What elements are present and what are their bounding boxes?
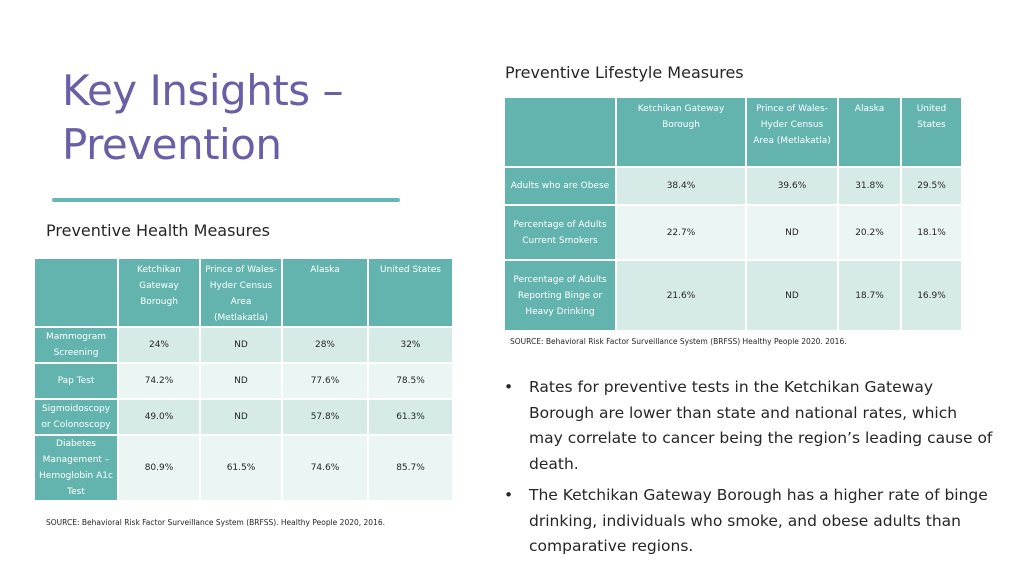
table-cell: 39.6% bbox=[745, 166, 839, 206]
page-title: Key Insights – Prevention bbox=[62, 66, 344, 169]
table-cell: 18.1% bbox=[900, 204, 963, 261]
column-header: Alaska bbox=[837, 96, 902, 168]
table-row: Pap Test 74.2% ND 77.6% 78.5% bbox=[33, 362, 454, 400]
row-header: Percentage of Adults Current Smokers bbox=[503, 204, 617, 261]
source-note: SOURCE: Behavioral Risk Factor Surveilla… bbox=[510, 337, 847, 346]
table-cell: 24% bbox=[117, 326, 201, 364]
table-cell: ND bbox=[745, 204, 839, 261]
row-header: Mammogram Screening bbox=[33, 326, 119, 364]
source-note: SOURCE: Behavioral Risk Factor Surveilla… bbox=[46, 518, 385, 527]
insights-list: • Rates for preventive tests in the Ketc… bbox=[503, 375, 993, 566]
row-header: Diabetes Management – Hemoglobin A1c Tes… bbox=[33, 434, 119, 502]
preventive-health-heading: Preventive Health Measures bbox=[46, 221, 270, 240]
table-cell: 57.8% bbox=[281, 398, 369, 436]
table-cell: ND bbox=[745, 259, 839, 332]
bullet-icon: • bbox=[504, 378, 514, 396]
column-header: Prince of Wales-Hyder Census Area (Metla… bbox=[745, 96, 839, 168]
table-cell: 85.7% bbox=[367, 434, 454, 502]
column-header: United States bbox=[900, 96, 963, 168]
bullet-text: Rates for preventive tests in the Ketchi… bbox=[529, 378, 993, 473]
table-row: Sigmoidoscopy or Colonoscopy 49.0% ND 57… bbox=[33, 398, 454, 436]
preventive-health-table: Ketchikan Gateway Borough Prince of Wale… bbox=[33, 257, 454, 502]
row-header: Percentage of Adults Reporting Binge or … bbox=[503, 259, 617, 332]
column-header: United States bbox=[367, 257, 454, 328]
table-cell: 22.7% bbox=[615, 204, 747, 261]
table-row: Adults who are Obese 38.4% 39.6% 31.8% 2… bbox=[503, 166, 963, 206]
table-cell: 61.3% bbox=[367, 398, 454, 436]
table-cell: 80.9% bbox=[117, 434, 201, 502]
preventive-lifestyle-table: Ketchikan Gateway Borough Prince of Wale… bbox=[503, 96, 963, 332]
table-cell: ND bbox=[199, 326, 283, 364]
table-row: Percentage of Adults Current Smokers 22.… bbox=[503, 204, 963, 261]
title-underline bbox=[52, 198, 400, 202]
table-cell: 78.5% bbox=[367, 362, 454, 400]
table-row: Percentage of Adults Reporting Binge or … bbox=[503, 259, 963, 332]
table-cell: 29.5% bbox=[900, 166, 963, 206]
table-row: Mammogram Screening 24% ND 28% 32% bbox=[33, 326, 454, 364]
column-header bbox=[503, 96, 617, 168]
table-cell: 74.6% bbox=[281, 434, 369, 502]
table-cell: 31.8% bbox=[837, 166, 902, 206]
table-cell: 28% bbox=[281, 326, 369, 364]
row-header: Sigmoidoscopy or Colonoscopy bbox=[33, 398, 119, 436]
table-cell: ND bbox=[199, 362, 283, 400]
table-cell: 61.5% bbox=[199, 434, 283, 502]
row-header: Adults who are Obese bbox=[503, 166, 617, 206]
column-header: Alaska bbox=[281, 257, 369, 328]
table-cell: 74.2% bbox=[117, 362, 201, 400]
table-cell: 18.7% bbox=[837, 259, 902, 332]
column-header: Prince of Wales-Hyder Census Area (Metla… bbox=[199, 257, 283, 328]
table-cell: 32% bbox=[367, 326, 454, 364]
column-header: Ketchikan Gateway Borough bbox=[615, 96, 747, 168]
table-cell: 38.4% bbox=[615, 166, 747, 206]
table-cell: 77.6% bbox=[281, 362, 369, 400]
bullet-icon: • bbox=[504, 486, 514, 504]
table-cell: 49.0% bbox=[117, 398, 201, 436]
table-cell: ND bbox=[199, 398, 283, 436]
table-row: Diabetes Management – Hemoglobin A1c Tes… bbox=[33, 434, 454, 502]
row-header: Pap Test bbox=[33, 362, 119, 400]
table-cell: 16.9% bbox=[900, 259, 963, 332]
bullet-text: The Ketchikan Gateway Borough has a high… bbox=[529, 486, 988, 555]
column-header: Ketchikan Gateway Borough bbox=[117, 257, 201, 328]
preventive-lifestyle-heading: Preventive Lifestyle Measures bbox=[505, 63, 744, 82]
list-item: • Rates for preventive tests in the Ketc… bbox=[503, 375, 993, 477]
column-header bbox=[33, 257, 119, 328]
list-item: • The Ketchikan Gateway Borough has a hi… bbox=[503, 483, 993, 560]
table-cell: 20.2% bbox=[837, 204, 902, 261]
table-cell: 21.6% bbox=[615, 259, 747, 332]
